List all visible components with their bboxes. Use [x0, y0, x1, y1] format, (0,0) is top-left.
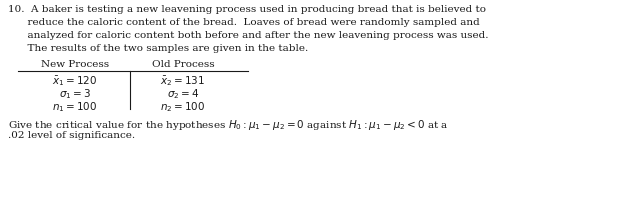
Text: $\sigma_1 = 3$: $\sigma_1 = 3$ [59, 87, 91, 100]
Text: $\sigma_2 = 4$: $\sigma_2 = 4$ [167, 87, 199, 100]
Text: $\bar{x}_2 = 131$: $\bar{x}_2 = 131$ [160, 74, 206, 87]
Text: reduce the caloric content of the bread.  Loaves of bread were randomly sampled : reduce the caloric content of the bread.… [8, 18, 480, 27]
Text: The results of the two samples are given in the table.: The results of the two samples are given… [8, 44, 309, 53]
Text: 10.  A baker is testing a new leavening process used in producing bread that is : 10. A baker is testing a new leavening p… [8, 5, 486, 14]
Text: $\bar{x}_1 = 120$: $\bar{x}_1 = 120$ [52, 74, 98, 87]
Text: Give the critical value for the hypotheses $H_0 : \mu_1 - \mu_2 = 0$ against $H_: Give the critical value for the hypothes… [8, 117, 449, 131]
Text: New Process: New Process [41, 60, 109, 69]
Text: $n_1 = 100$: $n_1 = 100$ [52, 100, 98, 113]
Text: Old Process: Old Process [151, 60, 215, 69]
Text: $n_2 = 100$: $n_2 = 100$ [160, 100, 206, 113]
Text: .02 level of significance.: .02 level of significance. [8, 130, 135, 139]
Text: analyzed for caloric content both before and after the new leavening process was: analyzed for caloric content both before… [8, 31, 488, 40]
